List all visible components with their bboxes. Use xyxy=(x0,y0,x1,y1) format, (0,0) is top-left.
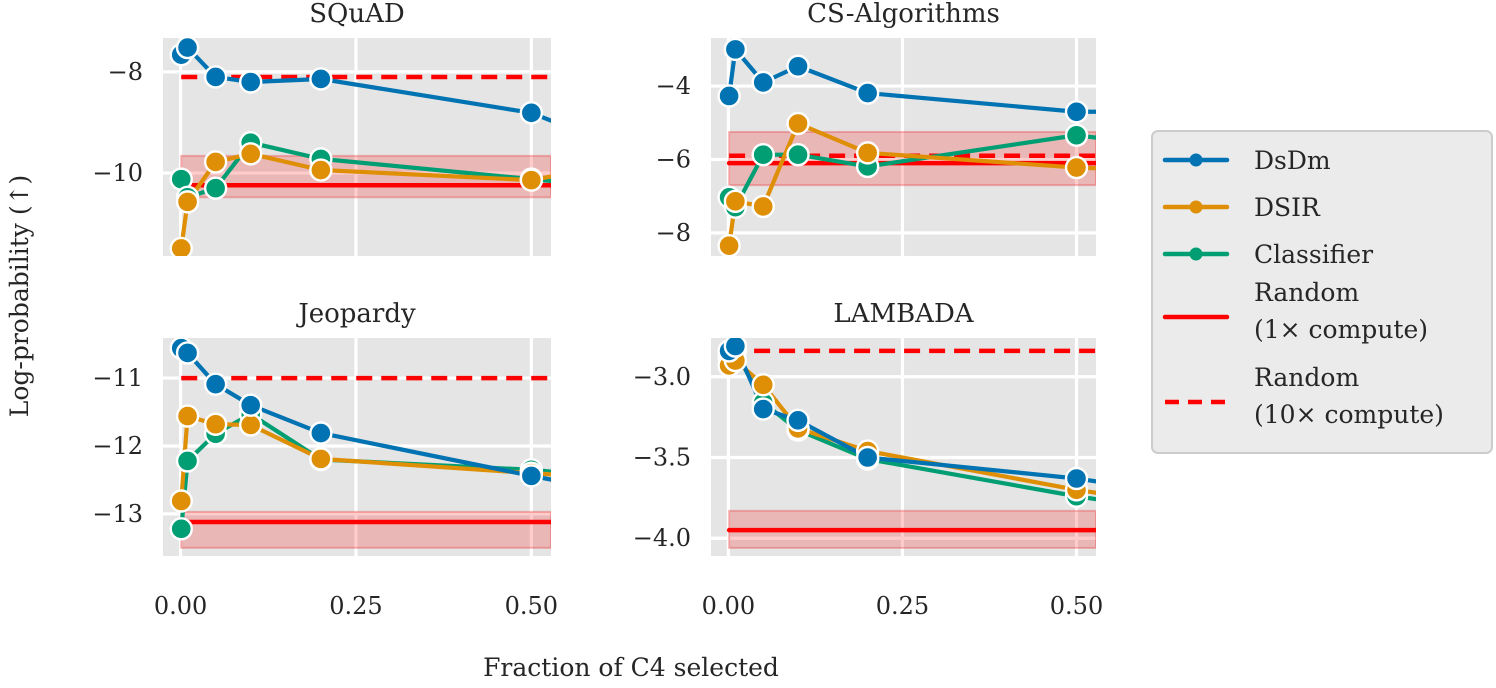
data-point-dsdm xyxy=(309,421,333,445)
data-point-dsir xyxy=(786,111,810,136)
y-tick-label: −6 xyxy=(656,145,691,173)
data-point-dsir xyxy=(751,373,775,397)
data-point-classifier xyxy=(175,449,200,473)
data-point-dsir xyxy=(169,489,193,513)
data-point-classifier xyxy=(1064,123,1089,147)
legend-marker xyxy=(1189,247,1203,261)
data-point-dsdm xyxy=(723,338,748,358)
data-point-dsdm xyxy=(203,65,228,89)
subplot-cs-algorithms: CS-Algorithms −4 −6 −8 xyxy=(656,0,1096,256)
legend-label: DsDm xyxy=(1254,146,1331,175)
data-point-dsdm xyxy=(239,393,263,417)
x-tick-label: 0.25 xyxy=(329,592,382,620)
data-point-dsdm xyxy=(519,101,544,125)
data-point-dsdm xyxy=(1064,466,1089,491)
y-tick-label: −3.0 xyxy=(633,363,691,391)
data-point-dsdm xyxy=(519,464,544,488)
data-point-dsdm xyxy=(717,84,741,108)
data-point-dsir xyxy=(723,189,748,214)
data-point-dsdm xyxy=(175,341,200,365)
data-point-dsir xyxy=(855,141,880,165)
data-point-dsir xyxy=(1064,155,1089,180)
legend-marker xyxy=(1189,153,1203,167)
legend-marker xyxy=(1189,200,1203,214)
data-point-dsdm xyxy=(723,38,748,62)
data-point-dsdm xyxy=(855,445,880,470)
subplot-title: SQuAD xyxy=(309,0,405,29)
legend-label: Classifier xyxy=(1254,240,1373,269)
y-tick-label: −8 xyxy=(108,58,143,86)
data-point-dsir xyxy=(169,236,193,256)
data-point-dsir xyxy=(751,194,775,219)
subplot-title: Jeopardy xyxy=(295,299,416,329)
data-point-dsdm xyxy=(239,70,263,94)
legend-box xyxy=(1151,130,1493,454)
y-tick-label: −4.0 xyxy=(633,524,691,552)
data-point-dsdm xyxy=(786,54,810,78)
data-point-dsdm xyxy=(1064,100,1089,124)
data-point-dsir xyxy=(175,190,200,214)
legend-item-dsdm: DsDm xyxy=(1162,146,1331,175)
legend-label: (1× compute) xyxy=(1254,315,1428,344)
data-point-dsdm xyxy=(786,408,810,433)
data-point-dsdm xyxy=(203,372,228,396)
y-tick-label: −10 xyxy=(92,159,143,187)
data-point-dsir xyxy=(309,158,333,182)
subplot-lambada: LAMBADA −3.0 −3.5 −4.0 0.00 0.25 0.50 xyxy=(633,299,1104,620)
data-point-dsdm xyxy=(855,81,880,105)
x-tick-label: 0.25 xyxy=(876,592,929,620)
plot-area xyxy=(169,38,551,256)
subplot-jeopardy: Jeopardy −11 −12 −13 0.00 0.25 0.50 xyxy=(92,299,558,620)
data-point-dsir xyxy=(203,150,228,174)
y-axis-label: Log-probability (↑) xyxy=(5,175,34,418)
data-point-dsir xyxy=(519,168,544,192)
y-tick-label: −12 xyxy=(92,432,143,460)
y-tick-label: −13 xyxy=(92,500,143,528)
plot-area xyxy=(717,38,1096,256)
plot-area xyxy=(169,338,551,549)
subplot-title: LAMBADA xyxy=(833,299,974,329)
subplot-title: CS-Algorithms xyxy=(807,0,1000,29)
data-point-dsdm xyxy=(309,67,333,91)
legend-label: Random xyxy=(1254,278,1359,307)
y-tick-label: −11 xyxy=(92,364,143,392)
legend-item-classifier: Classifier xyxy=(1162,240,1373,269)
data-point-classifier xyxy=(203,176,228,200)
data-point-dsir xyxy=(175,404,200,428)
data-point-classifier xyxy=(786,143,810,167)
data-point-classifier xyxy=(751,143,775,167)
data-point-dsdm xyxy=(751,397,775,421)
x-axis-label: Fraction of C4 selected xyxy=(483,653,779,682)
legend-item-dsir: DSIR xyxy=(1162,193,1321,222)
x-tick-label: 0.50 xyxy=(505,592,558,620)
data-point-dsir xyxy=(309,447,333,471)
legend-label: (10× compute) xyxy=(1254,400,1444,429)
plot-area xyxy=(717,338,1096,549)
data-point-dsdm xyxy=(175,38,200,60)
legend-label: DSIR xyxy=(1254,193,1321,222)
data-point-dsir xyxy=(203,412,228,436)
random-1x-band xyxy=(180,510,551,549)
x-tick-label: 0.00 xyxy=(154,592,207,620)
data-point-classifier xyxy=(169,517,193,541)
x-tick-label: 0.00 xyxy=(702,592,755,620)
data-point-dsir xyxy=(239,142,263,166)
x-tick-label: 0.50 xyxy=(1050,592,1103,620)
legend-item-random-10x: Random (10× compute) xyxy=(1165,363,1444,429)
data-point-dsir xyxy=(717,234,741,256)
data-point-dsir xyxy=(239,413,263,437)
y-tick-label: −8 xyxy=(656,219,691,247)
legend-item-random-1x: Random (1× compute) xyxy=(1162,278,1428,344)
subplot-squad: SQuAD −8 −10 xyxy=(92,0,551,256)
y-tick-label: −3.5 xyxy=(633,443,691,471)
y-tick-label: −4 xyxy=(656,72,691,100)
data-point-dsdm xyxy=(751,70,775,95)
legend-label: Random xyxy=(1254,363,1359,392)
subplots: SQuAD −8 −10 CS-Algorithms −4 −6 −8 Jeopardy −11… xyxy=(92,0,1103,620)
